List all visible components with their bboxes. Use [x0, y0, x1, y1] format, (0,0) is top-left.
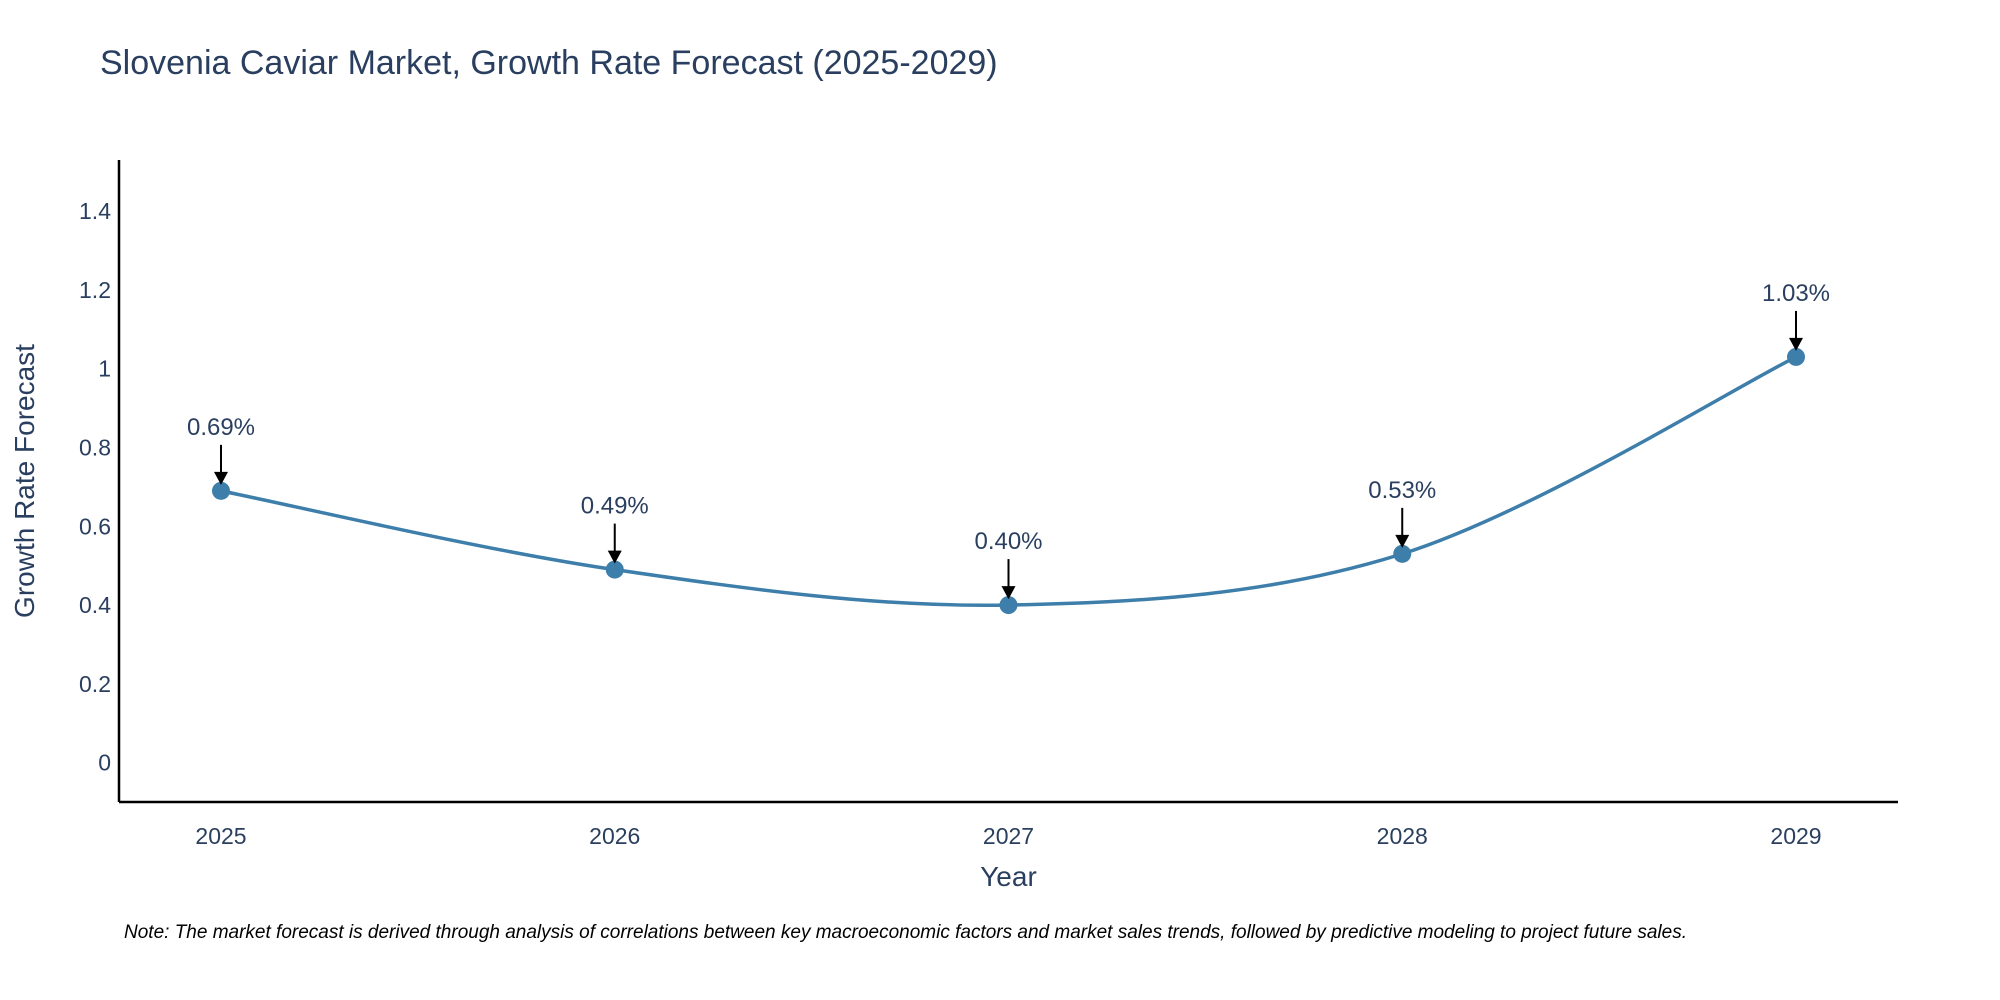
data-label: 0.40% — [974, 528, 1042, 555]
annotation-arrowhead — [1789, 337, 1803, 351]
data-point — [999, 596, 1018, 615]
x-tick-label: 2025 — [195, 823, 246, 849]
x-axis-title: Year — [980, 861, 1037, 892]
y-tick-label: 1.2 — [79, 277, 111, 303]
y-tick-label: 1.4 — [79, 198, 111, 224]
y-tick-label: 0 — [98, 750, 111, 776]
data-point — [1787, 347, 1805, 366]
data-point — [1393, 544, 1412, 563]
y-tick-label: 0.4 — [79, 592, 111, 618]
annotation-layer: 0.69% 0.49% 0.40% 0.53% 1.03% — [187, 280, 1830, 600]
y-tick-label: 0.6 — [79, 513, 111, 539]
data-label: 1.03% — [1762, 280, 1830, 307]
x-axis-ticks: 2025 2026 2027 2028 2029 — [195, 823, 1821, 849]
y-tick-label: 0.8 — [79, 435, 111, 461]
data-point — [605, 560, 624, 579]
y-axis-ticks: 0 0.2 0.4 0.6 0.8 1 1.2 1.4 — [79, 198, 111, 775]
annotation-arrowhead — [607, 550, 622, 564]
annotation-arrowhead — [214, 471, 228, 485]
chart-title: Slovenia Caviar Market, Growth Rate Fore… — [100, 44, 998, 82]
annotation-arrowhead — [1001, 586, 1016, 600]
annotation-arrowhead — [1395, 534, 1410, 548]
data-label: 0.49% — [581, 493, 649, 520]
data-point — [212, 481, 230, 500]
series-layer — [212, 347, 1805, 615]
data-label: 0.69% — [187, 414, 255, 441]
y-tick-label: 1 — [98, 356, 111, 382]
chart-note: Note: The market forecast is derived thr… — [124, 922, 1687, 943]
x-tick-label: 2029 — [1770, 823, 1821, 849]
x-tick-label: 2026 — [589, 823, 640, 849]
y-axis-title: Growth Rate Forecast — [9, 344, 40, 618]
x-tick-label: 2027 — [983, 823, 1034, 849]
x-tick-label: 2028 — [1377, 823, 1428, 849]
data-label: 0.53% — [1368, 477, 1436, 504]
y-tick-label: 0.2 — [79, 671, 111, 697]
